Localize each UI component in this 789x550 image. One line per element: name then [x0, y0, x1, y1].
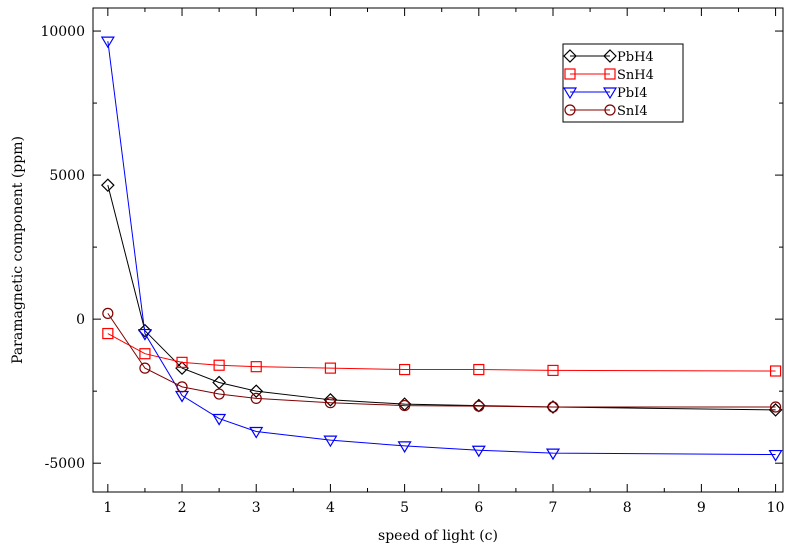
- data-point-sni4: [176, 381, 188, 393]
- data-point-sni4: [399, 399, 411, 412]
- series-line-pbi4: [107, 41, 776, 456]
- data-point-pbi4: [397, 441, 412, 454]
- y-tick-label: 10000: [40, 24, 85, 40]
- legend-entry-pbh4: PbH4: [563, 49, 654, 65]
- series-layer: [100, 36, 783, 462]
- series-snh4: [102, 327, 782, 377]
- legend-label: PbH4: [617, 50, 654, 65]
- x-tick-label: 1: [103, 500, 112, 516]
- y-axis-label: Paramagnetic component (ppm): [10, 136, 26, 364]
- data-point-snh4: [473, 363, 485, 376]
- data-point-snh4: [250, 361, 262, 373]
- legend-marker: [562, 87, 578, 100]
- legend-entry-snh4: SnH4: [564, 68, 654, 83]
- legend-label: PbI4: [617, 86, 647, 101]
- x-tick-label: 10: [767, 500, 785, 516]
- data-point-pbh4: [138, 323, 152, 338]
- data-point-snh4: [213, 359, 225, 371]
- legend-entry-sni4: SnI4: [564, 104, 648, 119]
- legend-entries: PbH4 SnH4 PbI4 SnI4: [562, 49, 654, 119]
- data-point-sni4: [139, 362, 151, 374]
- legend-marker: [602, 87, 618, 100]
- series-sni4: [102, 307, 782, 413]
- x-tick-label: 7: [549, 500, 558, 516]
- legend-marker: [564, 104, 576, 116]
- data-point-sni4: [324, 397, 337, 409]
- legend-marker: [604, 68, 616, 80]
- data-point-sni4: [769, 401, 782, 413]
- legend-marker: [564, 68, 576, 80]
- data-point-pbi4: [471, 445, 486, 458]
- y-tick-label: -5000: [45, 456, 85, 472]
- x-tick-label: 6: [474, 500, 483, 516]
- legend-box: [562, 43, 684, 123]
- axis-ticks: [93, 8, 783, 492]
- data-point-pbi4: [212, 413, 227, 426]
- legend-marker: [563, 49, 577, 63]
- data-point-snh4: [399, 363, 411, 376]
- data-point-pbh4: [768, 403, 783, 417]
- data-point-snh4: [324, 362, 337, 374]
- data-point-pbh4: [323, 392, 338, 407]
- data-point-pbi4: [137, 328, 152, 341]
- legend-marker: [603, 49, 617, 63]
- x-tick-label: 8: [623, 500, 632, 516]
- x-tick-label: 2: [178, 500, 187, 516]
- x-tick-label: 3: [252, 500, 261, 516]
- data-point-pbi4: [545, 448, 561, 461]
- data-point-snh4: [547, 364, 559, 377]
- x-tick-labels: 1 2 3 4 5 6 7 8 9 10: [103, 500, 784, 516]
- data-point-snh4: [139, 348, 151, 360]
- data-point-pbh4: [249, 384, 264, 399]
- legend-entry-pbi4: PbI4: [562, 86, 647, 101]
- series-pbi4: [100, 36, 783, 462]
- x-tick-label: 9: [697, 500, 706, 516]
- data-point-pbi4: [249, 426, 264, 439]
- data-point-pbi4: [100, 36, 115, 49]
- series-line-sni4: [107, 313, 776, 408]
- series-line-snh4: [107, 333, 776, 372]
- legend-label: SnH4: [617, 68, 654, 83]
- data-point-sni4: [213, 388, 225, 400]
- x-tick-label: 4: [326, 500, 335, 516]
- data-point-snh4: [102, 327, 114, 340]
- data-point-pbh4: [100, 178, 115, 193]
- data-point-sni4: [250, 392, 262, 404]
- data-point-snh4: [176, 356, 188, 368]
- data-point-sni4: [473, 400, 485, 412]
- data-point-pbi4: [768, 449, 783, 462]
- data-point-snh4: [769, 365, 782, 377]
- legend-label: SnI4: [617, 104, 648, 119]
- x-tick-label: 5: [400, 500, 409, 516]
- legend-marker: [604, 104, 616, 116]
- y-tick-labels: 10000 5000 0 -5000: [40, 24, 85, 472]
- y-tick-label: 5000: [49, 168, 85, 184]
- x-axis-label: speed of light (c): [378, 528, 498, 544]
- legend: PbH4 SnH4 PbI4 SnI4: [562, 43, 684, 123]
- data-point-pbh4: [175, 361, 189, 375]
- y-tick-label: 0: [76, 312, 85, 328]
- data-point-sni4: [102, 307, 114, 319]
- data-point-sni4: [547, 401, 559, 413]
- data-point-pbi4: [323, 435, 338, 448]
